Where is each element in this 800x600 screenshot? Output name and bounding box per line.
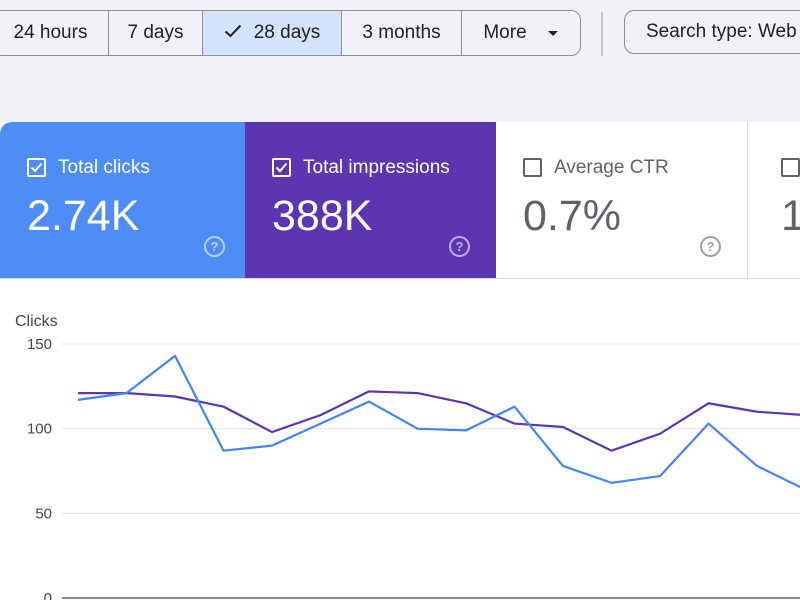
line-chart: Clicks 0 50 100 150 [15,313,800,600]
help-icon[interactable]: ? [204,236,225,257]
range-label: 28 days [253,22,321,43]
metric-value: 1 [781,192,800,240]
metric-label: Total clicks [58,157,150,178]
metric-value: 2.74K [27,192,140,240]
y-tick-label: 50 [35,505,52,522]
checkbox-checked-icon[interactable] [272,158,291,177]
range-28-days-button[interactable]: 28 days [203,11,342,55]
y-tick-label: 150 [27,336,52,353]
metric-value: 388K [272,192,373,240]
metric-card-total-impressions[interactable]: Total impressions 388K ? [245,122,496,278]
gridlines [62,343,800,599]
y-tick-label: 100 [27,421,52,438]
range-label: 3 months [362,22,441,43]
y-tick-label: 0 [44,590,52,600]
search-type-label: Search type: Web [646,21,797,42]
range-24-hours-button[interactable]: 24 hours [0,11,109,55]
search-type-filter[interactable]: Search type: Web [624,10,800,54]
checkbox-checked-icon[interactable] [27,158,46,177]
range-label: 7 days [127,22,184,43]
range-more-button[interactable]: More [462,11,580,55]
metric-card-average-ctr[interactable]: Average CTR 0.7% ? [496,122,748,278]
range-label: More [483,22,527,43]
range-3-months-button[interactable]: 3 months [342,11,462,55]
metric-value: 0.7% [523,192,622,240]
clicks-series-line[interactable] [77,354,800,490]
checkbox-unchecked-icon[interactable] [781,158,800,177]
help-icon[interactable]: ? [449,236,470,257]
check-icon [224,22,242,44]
performance-chart: Clicks 0 50 100 150 [0,278,800,600]
metric-label: Total impressions [303,157,450,178]
series-lines [77,354,800,490]
range-label: 24 hours [13,22,88,43]
caret-down-icon [547,26,559,40]
date-range-selector: 24 hours 7 days 28 days 3 months More [0,10,581,56]
metric-cards: Total clicks 2.74K ? Total impressions 3… [0,122,800,279]
toolbar-divider [601,12,603,56]
range-7-days-button[interactable]: 7 days [109,11,203,55]
checkbox-unchecked-icon[interactable] [523,158,542,177]
impressions-series-line[interactable] [78,390,800,452]
metric-card-average-position[interactable]: 1 [748,122,800,278]
help-icon[interactable]: ? [700,236,721,257]
toolbar: 24 hours 7 days 28 days 3 months More Se… [0,0,800,122]
metric-label: Average CTR [554,157,669,178]
metric-card-total-clicks[interactable]: Total clicks 2.74K ? [0,122,245,278]
y-axis-ticks: 0 50 100 150 [27,336,52,600]
y-axis-title: Clicks [15,313,58,330]
